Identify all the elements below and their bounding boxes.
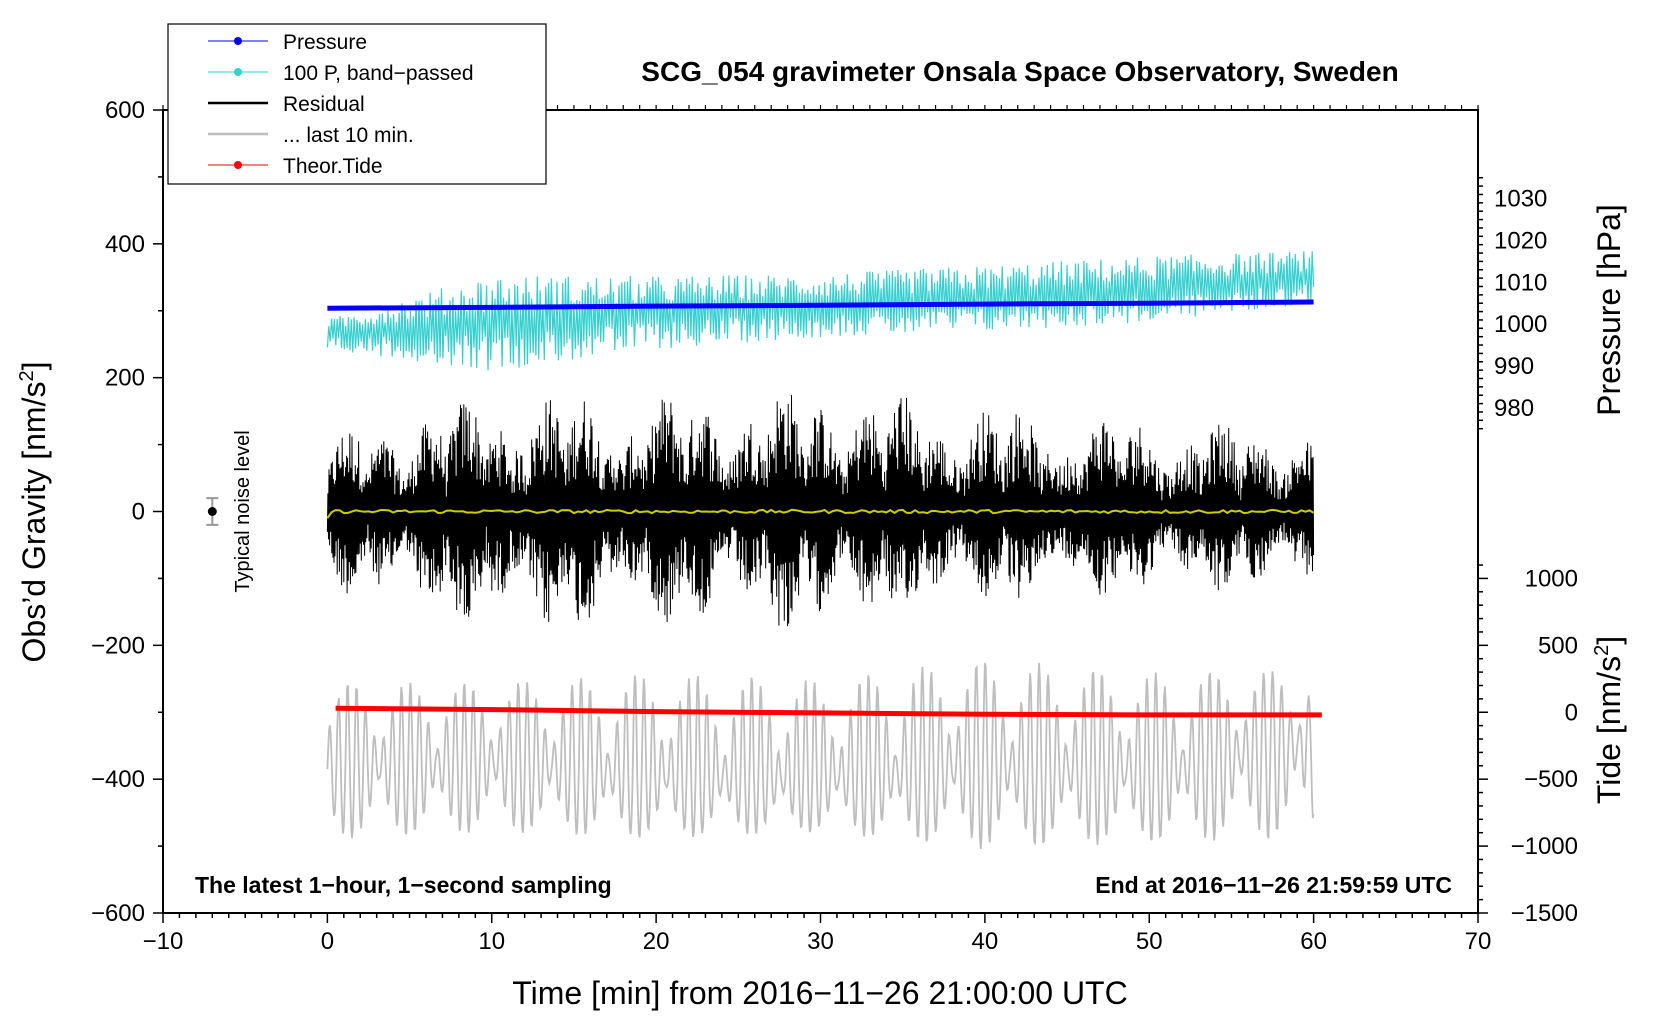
legend-label-3: Residual	[283, 93, 365, 116]
tide-tick-label: −500	[1524, 766, 1578, 793]
legend-label-4: ... last 10 min.	[283, 124, 414, 147]
y-tick-label: −200	[91, 632, 145, 659]
residual-smoothed-line	[326, 508, 1315, 519]
last-10-min-line	[326, 662, 1315, 849]
tide-axis-label: Tide [nm/s2]	[1591, 636, 1627, 804]
x-tick-label: 50	[1136, 928, 1163, 955]
x-tick-label: 70	[1465, 928, 1492, 955]
y-tick-label: 400	[105, 231, 145, 258]
bandpassed-pressure-line	[326, 251, 1315, 371]
pressure-axis-label: Pressure [hPa]	[1591, 204, 1627, 416]
pressure-tick-label: 990	[1494, 353, 1534, 380]
note-sampling: The latest 1−hour, 1−second sampling	[195, 872, 612, 898]
tide-tick-label: 0	[1565, 699, 1578, 726]
x-tick-label: 40	[972, 928, 999, 955]
tide-tick-label: −1000	[1511, 833, 1578, 860]
x-tick-label: 30	[807, 928, 834, 955]
residual-line	[326, 395, 1315, 627]
x-axis-label: Time [min] from 2016−11−26 21:00:00 UTC	[512, 975, 1127, 1011]
tide-tick-label: 1000	[1525, 565, 1578, 592]
pressure-tick-label: 1030	[1494, 186, 1547, 213]
pressure-tick-label: 1020	[1494, 227, 1547, 254]
x-tick-label: −10	[143, 928, 184, 955]
chart-title: SCG_054 gravimeter Onsala Space Observat…	[641, 56, 1398, 87]
legend-marker-5	[234, 161, 242, 169]
x-tick-label: 10	[478, 928, 505, 955]
legend: Pressure 100 P, band−passed Residual ... la…	[167, 23, 547, 185]
y-axis-label: Obs’d Gravity [nm/s2]	[16, 362, 52, 663]
tide-tick-label: −1500	[1511, 900, 1578, 927]
tide-tick-label: 500	[1538, 632, 1578, 659]
y-tick-label: 0	[132, 499, 145, 526]
pressure-tick-label: 980	[1494, 395, 1534, 422]
y-tick-label: 600	[105, 97, 145, 124]
x-tick-label: 20	[643, 928, 670, 955]
x-tick-label: 0	[321, 928, 334, 955]
legend-label-5: Theor.Tide	[283, 155, 383, 178]
pressure-line	[327, 299, 1314, 311]
noise-point	[207, 507, 217, 516]
noise-level-label: Typical noise level	[232, 430, 254, 592]
legend-marker-1	[234, 37, 242, 45]
x-tick-label: 60	[1300, 928, 1327, 955]
data-layer: Typical noise level	[206, 251, 1322, 849]
legend-label-2: 100 P, band−passed	[283, 62, 474, 85]
legend-label-1: Pressure	[283, 31, 367, 54]
note-end-time: End at 2016−11−26 21:59:59 UTC	[1095, 872, 1452, 898]
legend-marker-2	[234, 68, 242, 76]
pressure-tick-label: 1010	[1494, 269, 1547, 296]
pressure-tick-label: 1000	[1494, 311, 1547, 338]
y-tick-label: −400	[91, 766, 145, 793]
axes-layer: −10 0 10 20 30 40 50 60 706004002000−200−400−600…	[16, 56, 1627, 1011]
theoretical-tide-line	[335, 705, 1322, 718]
y-tick-label: −600	[91, 900, 145, 927]
y-tick-label: 200	[105, 365, 145, 392]
